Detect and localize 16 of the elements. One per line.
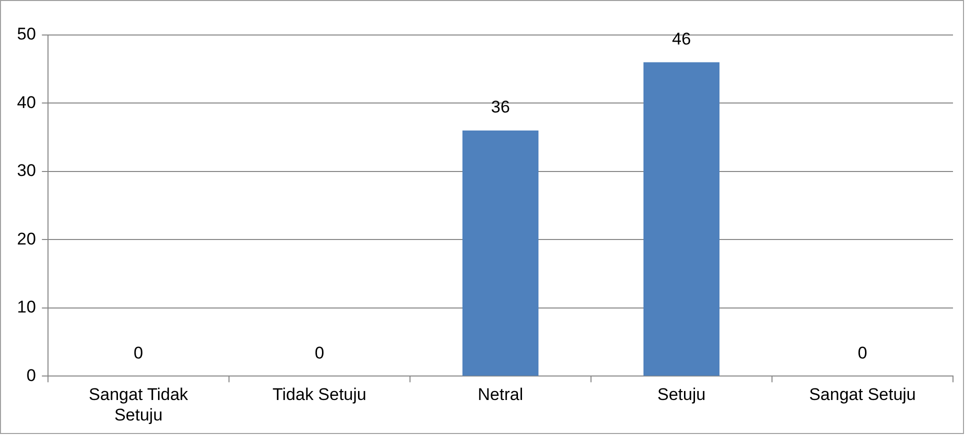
x-tick-label: Sangat Setuju [809,385,916,404]
y-tick-label: 20 [16,229,36,248]
x-tick-label: Netral [478,385,524,404]
data-label: 0 [314,343,324,362]
x-tick-label: Setuju [657,385,706,404]
y-tick-label: 10 [16,298,36,317]
data-label: 36 [490,98,510,117]
y-tick-label: 30 [16,161,36,180]
y-tick-label: 40 [16,92,36,112]
x-tick-label: Tidak Setuju [272,385,366,404]
y-tick-label: 0 [26,366,36,385]
y-tick-label: 50 [16,24,36,44]
x-tick-label: Sangat Tidak Setuju [88,385,189,424]
data-label: 0 [858,343,868,362]
data-label: 46 [672,29,691,48]
data-label: 0 [134,343,144,362]
